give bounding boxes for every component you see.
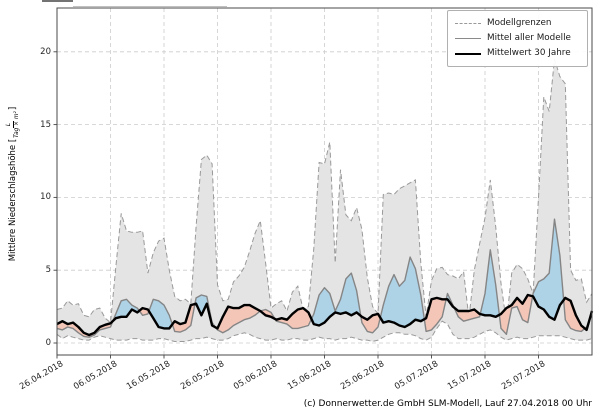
y-axis-label-text: Mittlere Niederschlagshöhe [ [8,138,18,262]
above-average-fill [480,249,500,317]
y-axis-label: Mittlere Niederschlagshöhe [L Tag × m²] [6,106,20,262]
above-average-fill [311,273,361,326]
above-average-fill [380,257,425,327]
legend-item-modellgrenzen: Modellgrenzen [455,16,580,31]
model-mean-line [56,218,593,338]
y-tick-label: 15 [40,119,51,130]
above-average-fill [148,299,173,329]
y-tick-label: 10 [40,192,51,203]
model-range-upper-border [56,58,593,324]
legend-item-mittelwert-30-jahre: Mittelwert 30 Jahre [455,46,580,61]
y-axis-unit-fraction: L Tag × m² [6,111,20,138]
model-range-band [57,59,592,342]
y-tick-label: 0 [45,337,51,348]
gray-line-icon [455,38,481,39]
above-average-fill [194,295,216,328]
below-average-fill [57,321,113,338]
black-line-icon [455,52,481,55]
below-average-fill [275,308,312,329]
legend-label: Mittelwert 30 Jahre [487,48,571,59]
legend: Modellgrenzen Mittel aller Modelle Mitte… [447,10,588,67]
y-tick-label: 5 [45,264,51,275]
model-range-lower-border [56,320,593,343]
y-tick-label: 20 [40,46,51,57]
legend-label: Modellgrenzen [487,18,552,29]
copyright-footer: (c) Donnerwetter.de GmbH SLM-Modell, Lau… [303,399,592,409]
below-average-fill [499,295,533,335]
legend-item-mittel-aller-modelle: Mittel aller Modelle [455,31,580,46]
above-average-fill [112,299,140,321]
above-average-fill [532,219,564,320]
crop-artifact-text [42,0,73,2]
legend-label: Mittel aller Modelle [487,33,571,44]
climate-mean-line [56,293,594,337]
crop-artifact-line [73,6,227,7]
dashed-line-icon [455,23,481,24]
